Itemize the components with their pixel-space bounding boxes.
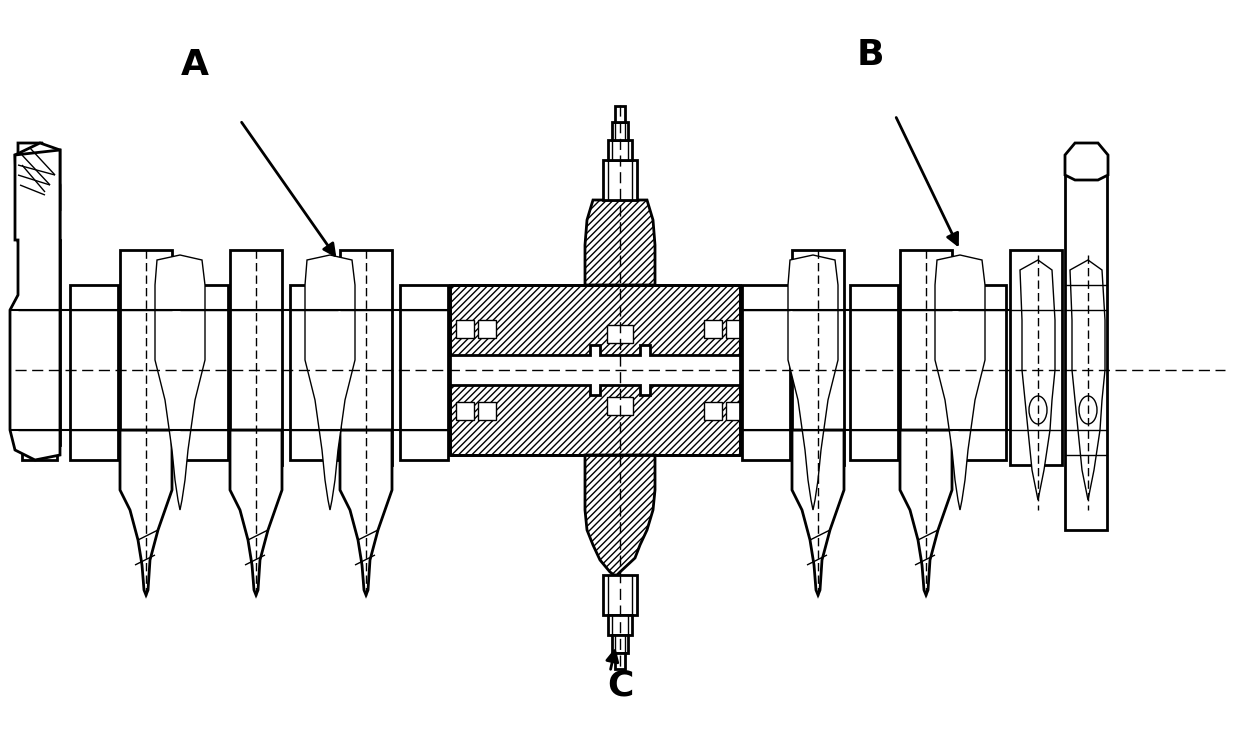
Polygon shape <box>787 255 838 510</box>
Text: A: A <box>181 48 210 82</box>
Bar <box>742 285 790 460</box>
Polygon shape <box>19 143 60 240</box>
Bar <box>959 285 1006 460</box>
Polygon shape <box>1070 260 1105 500</box>
Polygon shape <box>585 200 655 285</box>
Bar <box>22 445 57 460</box>
Polygon shape <box>585 455 655 575</box>
Bar <box>456 320 474 338</box>
Bar <box>608 615 632 635</box>
Bar <box>19 240 60 445</box>
Polygon shape <box>10 150 60 460</box>
Bar <box>613 122 627 140</box>
Bar <box>792 250 844 465</box>
Polygon shape <box>792 430 844 595</box>
Bar <box>608 325 632 343</box>
Bar <box>849 285 898 460</box>
Bar <box>615 106 625 122</box>
Bar <box>477 402 496 420</box>
Bar <box>725 320 744 338</box>
Ellipse shape <box>1079 396 1097 424</box>
Bar <box>608 140 632 160</box>
Bar <box>900 250 952 465</box>
Polygon shape <box>305 255 355 510</box>
Bar <box>180 285 228 460</box>
Bar <box>69 285 118 460</box>
Polygon shape <box>450 285 740 355</box>
Text: C: C <box>606 668 634 702</box>
Polygon shape <box>15 143 60 240</box>
Bar <box>1011 250 1061 465</box>
Polygon shape <box>450 385 740 455</box>
Bar <box>608 397 632 415</box>
Polygon shape <box>935 255 985 510</box>
Bar <box>120 250 172 465</box>
Text: B: B <box>857 38 884 72</box>
Polygon shape <box>1021 260 1055 500</box>
Polygon shape <box>155 255 205 510</box>
Bar <box>290 285 339 460</box>
Polygon shape <box>229 430 281 595</box>
Bar <box>340 250 392 465</box>
Bar <box>725 402 744 420</box>
Bar <box>704 402 722 420</box>
Ellipse shape <box>1029 396 1047 424</box>
Bar <box>615 653 625 669</box>
Polygon shape <box>900 430 952 595</box>
Bar <box>456 402 474 420</box>
Polygon shape <box>1065 143 1109 180</box>
Bar <box>1065 155 1107 530</box>
Bar <box>603 575 637 615</box>
Bar <box>229 250 281 465</box>
Bar <box>401 285 448 460</box>
Bar <box>603 160 637 200</box>
Polygon shape <box>120 430 172 595</box>
Bar <box>704 320 722 338</box>
Bar <box>613 635 627 653</box>
Bar <box>477 320 496 338</box>
Polygon shape <box>340 430 392 595</box>
